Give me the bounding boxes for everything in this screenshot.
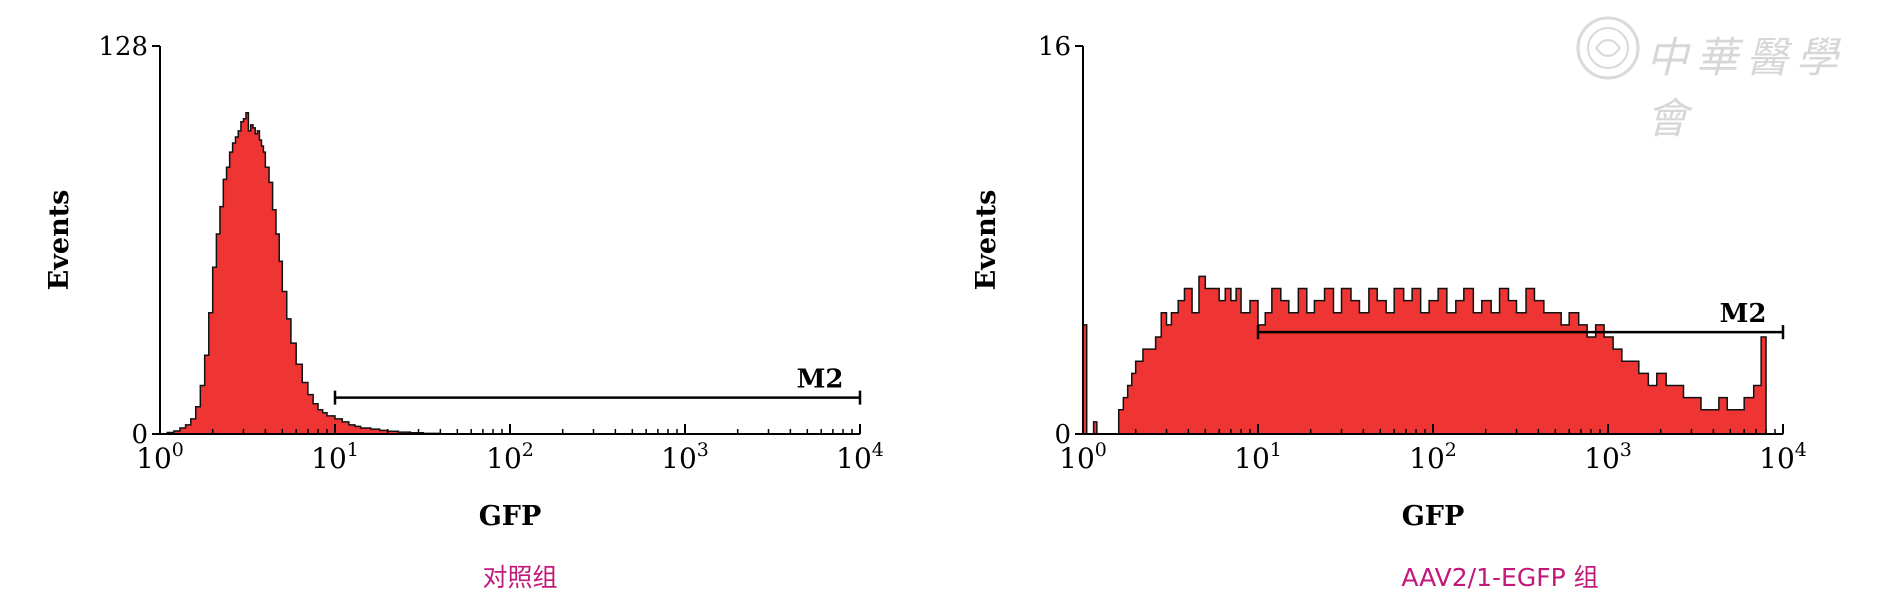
x-tick-label: 100 bbox=[136, 439, 184, 475]
society-seal-icon bbox=[1576, 16, 1640, 80]
caption-control-group: 对照组 bbox=[482, 563, 558, 592]
y-tick-label: 0 bbox=[1054, 420, 1071, 450]
x-axis-label: GFP bbox=[479, 501, 542, 532]
x-tick-label: 103 bbox=[661, 439, 709, 475]
y-tick-label: 128 bbox=[98, 32, 148, 62]
x-tick-label: 103 bbox=[1584, 439, 1632, 475]
y-tick-label: 16 bbox=[1038, 32, 1071, 62]
gate-label: M2 bbox=[1720, 299, 1767, 329]
x-axis-label: GFP bbox=[1402, 501, 1465, 532]
gate-label: M2 bbox=[797, 365, 844, 395]
x-tick-label: 104 bbox=[836, 439, 884, 475]
y-axis-label: Events bbox=[971, 190, 1002, 291]
watermark: 中華醫學會 bbox=[1568, 8, 1878, 143]
x-tick-label: 101 bbox=[1234, 439, 1282, 475]
x-tick-label: 102 bbox=[486, 439, 534, 475]
x-tick-label: 104 bbox=[1759, 439, 1807, 475]
x-tick-label: 102 bbox=[1409, 439, 1457, 475]
y-tick-label: 0 bbox=[131, 420, 148, 450]
x-tick-label: 101 bbox=[311, 439, 359, 475]
histogram-series-1 bbox=[160, 111, 442, 435]
y-axis-label: Events bbox=[44, 190, 75, 291]
x-tick-label: 100 bbox=[1059, 439, 1107, 475]
caption-aav-egfp-group: AAV2/1-EGFP 组 bbox=[1401, 563, 1599, 592]
watermark-text: 中華醫學會 bbox=[1646, 33, 1847, 143]
histogram-series-2 bbox=[1082, 275, 1767, 435]
